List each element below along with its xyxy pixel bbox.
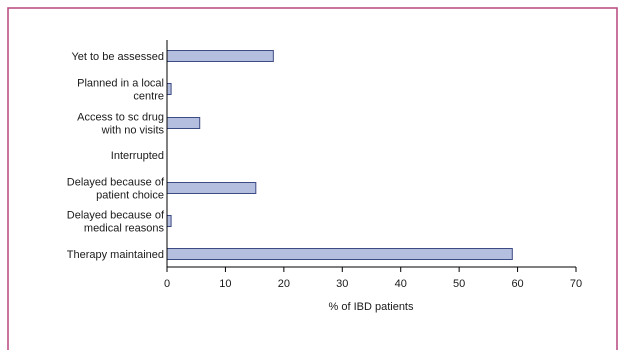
category-label-3: Interrupted <box>111 150 164 162</box>
x-tick-label-4: 40 <box>395 278 407 290</box>
bar-6 <box>166 248 513 260</box>
bar-4 <box>166 182 257 194</box>
x-axis-label: % of IBD patients <box>329 301 414 313</box>
x-tick-label-5: 50 <box>453 278 465 290</box>
bars <box>166 50 513 260</box>
x-tick-label-0: 0 <box>164 278 170 290</box>
frame-border <box>7 7 618 350</box>
x-tick-label-3: 30 <box>336 278 348 290</box>
category-label-5: Delayed because of medical reasons <box>67 210 165 235</box>
bar-2 <box>166 117 201 129</box>
x-tick-label-2: 20 <box>278 278 290 290</box>
category-label-4: Delayed because of patient choice <box>67 177 165 202</box>
x-tick-label-1: 10 <box>219 278 231 290</box>
category-label-0: Yet to be assessed <box>71 51 164 63</box>
bar-0 <box>166 50 274 62</box>
category-label-1: Planned in a local centre <box>77 78 164 103</box>
category-label-2: Access to sc drug with no visits <box>77 112 164 137</box>
x-tick-label-6: 60 <box>511 278 523 290</box>
bar-5 <box>166 215 172 227</box>
category-label-6: Therapy maintained <box>67 249 164 261</box>
category-labels: Yet to be assessed Planned in a local cent… <box>67 51 165 261</box>
x-axis-ticks: 0 10 20 30 40 50 60 70 <box>164 267 582 290</box>
x-tick-label-7: 70 <box>570 278 582 290</box>
bar-1 <box>166 83 172 95</box>
